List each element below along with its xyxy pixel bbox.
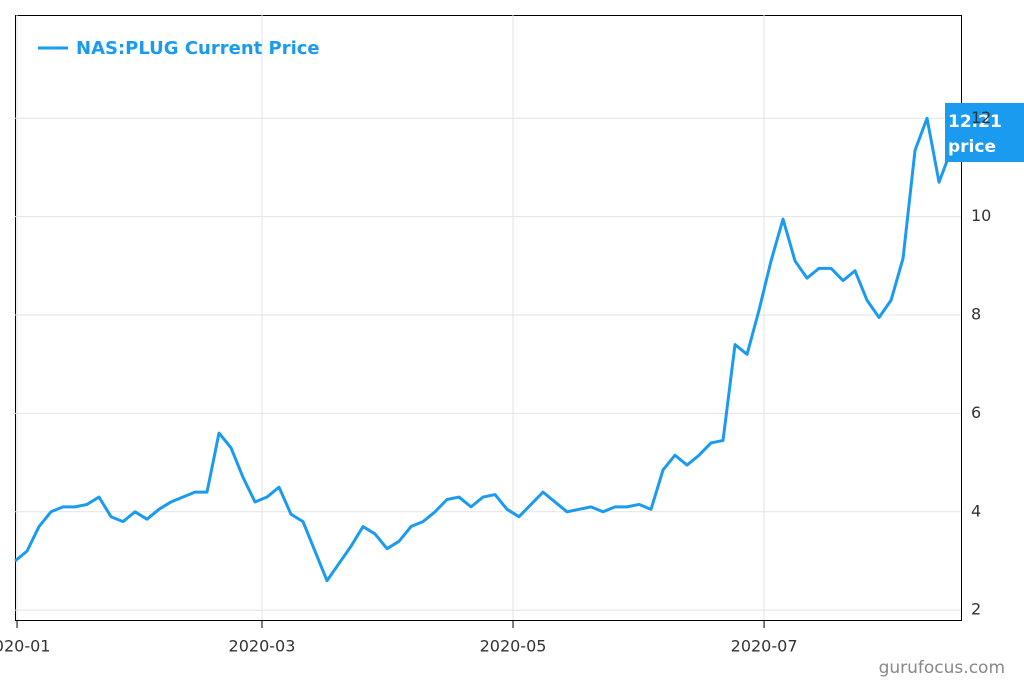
watermark: gurufocus.com <box>879 658 1005 678</box>
y-tick-label: 4 <box>971 501 981 520</box>
x-tick-label: 2020-03 <box>229 637 296 656</box>
grid <box>15 15 961 620</box>
price-badge <box>945 103 1024 162</box>
x-tick-label: 2020-07 <box>731 637 798 656</box>
price-value: 12.21 <box>948 112 1002 132</box>
x-tick-label: 2020-01 <box>0 637 50 656</box>
y-tick-label: 6 <box>971 403 981 422</box>
y-tick-label: 10 <box>971 206 991 225</box>
y-tick-label: 8 <box>971 305 981 324</box>
y-tick-label: 12 <box>971 108 991 127</box>
x-tick-label: 2020-05 <box>480 637 547 656</box>
legend-label: NAS:PLUG Current Price <box>76 38 320 59</box>
y-tick-label: 2 <box>971 600 981 619</box>
price-label: price <box>948 137 996 157</box>
price-line <box>14 116 953 583</box>
plot <box>14 116 953 583</box>
plot-frame <box>15 15 962 621</box>
